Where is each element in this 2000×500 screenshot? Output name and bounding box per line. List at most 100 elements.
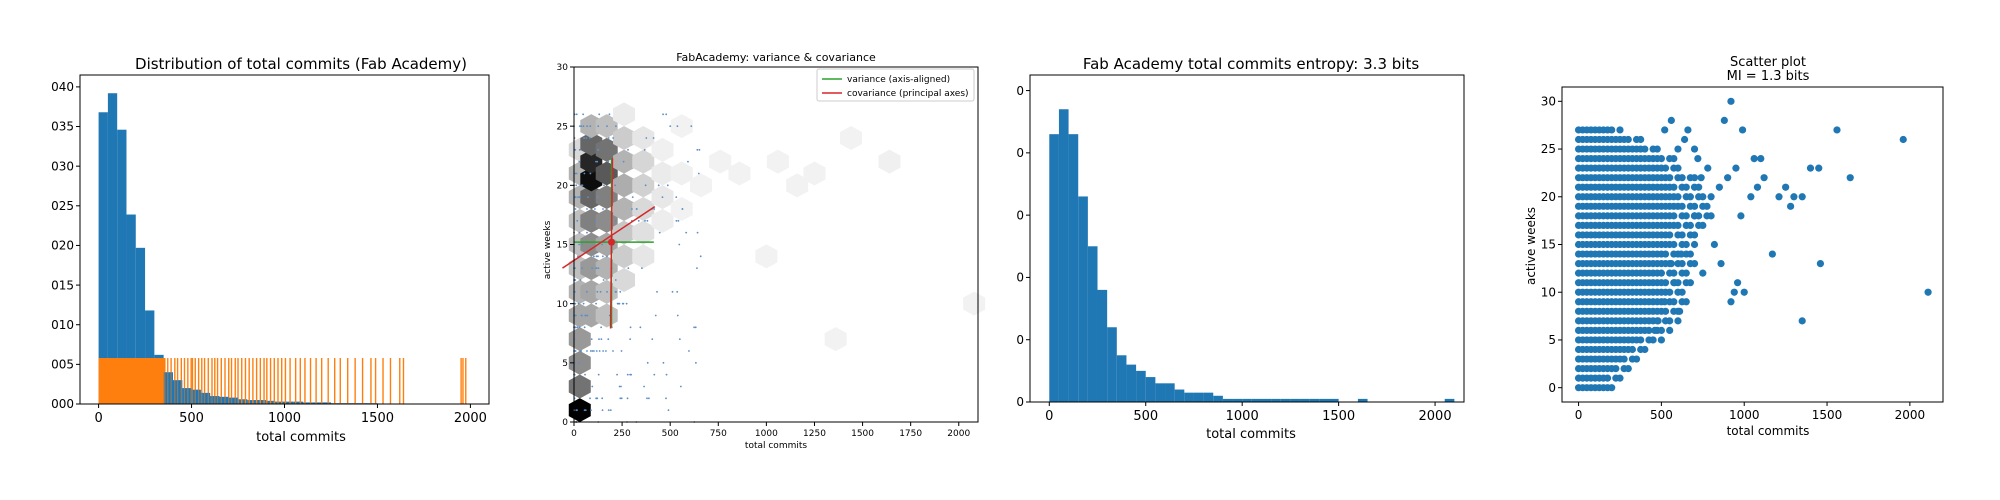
chart4-scatter-point	[1710, 240, 1718, 249]
chart2-data-point	[596, 196, 599, 199]
chart2-ytick-label: 25	[557, 122, 568, 132]
chart2-data-point	[575, 172, 578, 175]
chart2-data-point	[637, 219, 640, 222]
chart2-data-point	[675, 219, 678, 222]
chart4-scatter-point	[1674, 164, 1682, 172]
chart2-data-point	[665, 397, 667, 400]
chart1-density-bar-overlay	[219, 396, 229, 404]
chart1-density-bar	[284, 401, 294, 404]
chart4-scatter-point	[1816, 259, 1825, 268]
chart2-data-point	[615, 125, 617, 128]
chart2-data-point	[598, 338, 600, 341]
chart4-scatter-point	[1717, 259, 1725, 268]
chart2-data-point	[669, 125, 672, 128]
chart4-scatter-point	[1653, 145, 1661, 153]
chart1-density-bar	[293, 401, 304, 404]
chart4-scatter-point	[1682, 269, 1690, 277]
chart3-xtick-label: 1000	[1226, 409, 1259, 424]
chart3-xtick-label: 2000	[1419, 409, 1452, 424]
chart2-data-point	[651, 338, 654, 341]
chart2-data-point	[586, 208, 588, 210]
chart2-data-point	[694, 361, 697, 364]
chart2-data-point	[603, 184, 605, 187]
chart4-scatter-point	[1686, 221, 1694, 230]
chart1-ytick-label: 020	[51, 239, 74, 253]
chart2-xtick-label: 1500	[851, 429, 874, 439]
chart2-data-point	[629, 326, 632, 329]
chart4-scatter-point	[1733, 279, 1742, 287]
chart1-xtick-label: 500	[179, 411, 204, 426]
chart2-data-point	[616, 302, 619, 305]
chart2-covariance-major-axis	[562, 206, 656, 269]
chart1-density-bar	[275, 401, 285, 404]
chart3-histogram-bar	[1309, 398, 1320, 402]
chart2-hexbin	[728, 161, 751, 186]
chart2-data-point	[587, 196, 589, 199]
chart4-scatter-point	[1677, 250, 1685, 258]
chart2-data-point	[631, 196, 634, 199]
chart1-xtick-label: 2000	[454, 411, 487, 426]
chart2-xtick-label: 1000	[755, 429, 778, 439]
chart4-scatter-point	[1667, 116, 1675, 125]
chart2-data-point	[620, 385, 622, 388]
chart2-data-point	[575, 113, 578, 116]
chart4-scatter-point	[1678, 259, 1686, 268]
chart2-data-point	[601, 243, 603, 246]
chart2-data-point	[656, 290, 658, 293]
chart4-scatter-point	[1674, 193, 1682, 201]
chart2-data-point	[574, 314, 577, 317]
chart2-data-point	[618, 385, 621, 388]
chart4-scatter-point	[1620, 355, 1628, 363]
chart2-data-point	[594, 219, 597, 222]
chart2-data-point	[662, 113, 664, 116]
chart2-data-point	[614, 279, 617, 281]
chart2-data-point	[607, 409, 610, 412]
chart3-histogram-bar	[1165, 383, 1175, 402]
chart2-data-point	[639, 326, 642, 329]
chart1-ytick-label: 010	[51, 318, 74, 332]
chart2-data-point	[646, 361, 649, 364]
chart4-scatter-point	[1641, 145, 1649, 153]
chart2-data-point	[607, 137, 610, 139]
chart2-data-point	[678, 243, 681, 246]
chart2-data-point	[622, 160, 625, 163]
chart1-ytick-label: 025	[51, 199, 74, 213]
chart2-data-point	[627, 148, 629, 151]
chart4-scatter-point	[1747, 193, 1755, 201]
chart4-scatter-point	[1645, 326, 1653, 335]
chart1-density-bar-overlay	[172, 380, 183, 404]
chart2-data-point	[590, 409, 592, 412]
chart3-histogram-bar	[1357, 398, 1368, 402]
chart3-ytick-label: 0	[1016, 146, 1024, 160]
chart2-hexbin	[632, 244, 655, 269]
chart1-density-bar	[256, 400, 266, 404]
chart2-hexbin	[786, 173, 809, 198]
chart4-ytick-label: 15	[1541, 238, 1556, 252]
chart3-histogram-bar	[1232, 398, 1243, 402]
chart1-rug-dense-block	[98, 358, 166, 404]
panel-scatter: Scatter plot MI = 1.3 bits 0 500 1000 1500 2…	[1524, 55, 1944, 438]
chart4-scatter-point	[1699, 193, 1707, 201]
legend-variance-label: variance (axis-aligned)	[847, 75, 950, 85]
chart4-scatter-point	[1670, 212, 1678, 220]
chart2-hexbin	[689, 173, 712, 198]
chart2-data-point	[574, 172, 577, 175]
chart4-scatter-point	[1690, 145, 1699, 153]
chart4-scatter-point	[1697, 174, 1705, 182]
chart2-data-point	[576, 326, 579, 329]
chart4-scatter-point	[1690, 202, 1699, 210]
chart1-density-bar	[145, 310, 155, 404]
chart2-data-point	[589, 397, 591, 400]
chart2-legend-frame	[816, 68, 975, 102]
chart4-xtick-label: 1000	[1729, 408, 1760, 422]
chart4-scatter-point	[1666, 231, 1674, 239]
chart1-density-bar-overlay	[210, 396, 220, 404]
chart2-data-point	[577, 302, 580, 305]
chart2-data-point	[608, 113, 611, 116]
chart3-histogram-bar	[1174, 389, 1185, 402]
chart3-histogram-bar	[1136, 370, 1146, 402]
chart2-data-point	[601, 255, 604, 258]
panel-commit-entropy: Fab Academy total commits entropy: 3.3 b…	[1016, 55, 1465, 442]
chart2-data-point	[614, 219, 617, 222]
chart3-histogram-bar	[1300, 398, 1310, 402]
